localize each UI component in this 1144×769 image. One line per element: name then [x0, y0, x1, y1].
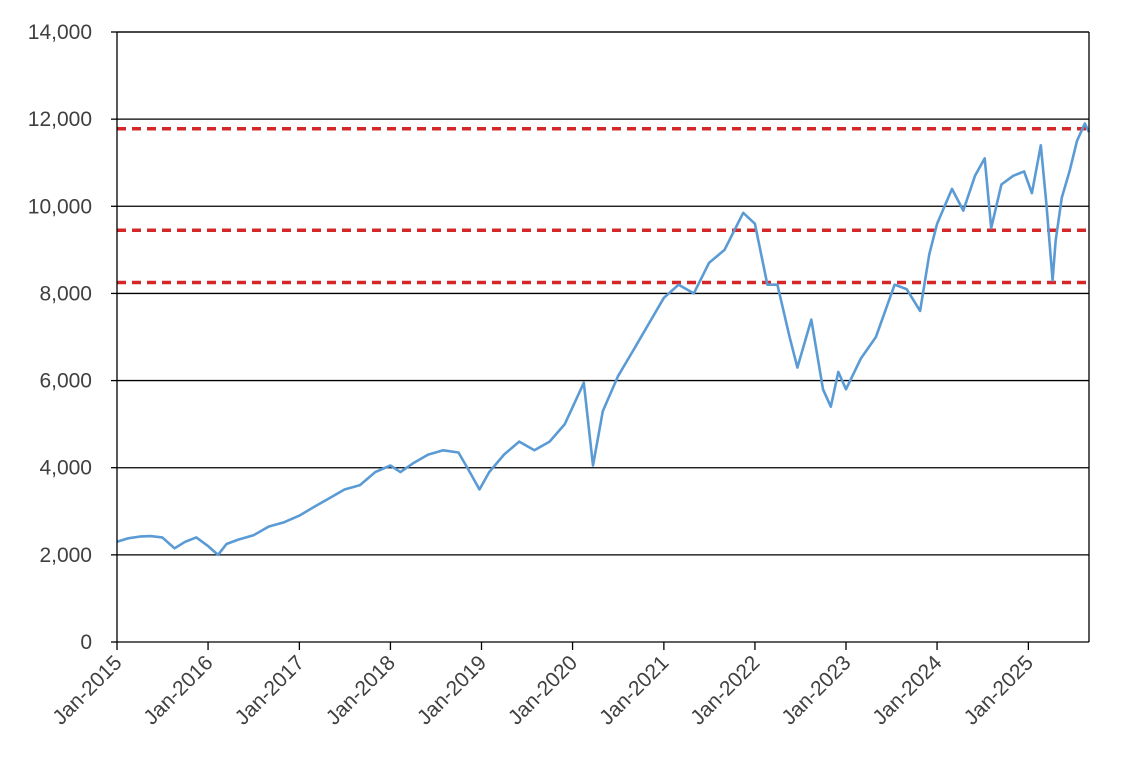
y-tick-label: 14,000 — [28, 21, 92, 44]
y-tick-label: 4,000 — [39, 457, 92, 480]
y-tick-label: 10,000 — [28, 195, 92, 218]
plot-frame — [111, 31, 1090, 650]
y-tick-label: 12,000 — [28, 108, 92, 131]
x-tick-label: Jan-2025 — [960, 651, 1038, 729]
x-tick-label: Jan-2017 — [231, 651, 309, 729]
y-tick-label: 8,000 — [39, 282, 92, 305]
x-tick-label: Jan-2016 — [139, 651, 217, 729]
x-tick-label: Jan-2019 — [413, 651, 491, 729]
x-tick-label: Jan-2015 — [48, 651, 126, 729]
y-tick-label: 0 — [80, 631, 92, 654]
y-tick-label: 2,000 — [39, 544, 92, 567]
x-tick-label: Jan-2023 — [777, 651, 855, 729]
reference-lines — [117, 126, 1089, 285]
x-tick-label: Jan-2022 — [686, 651, 764, 729]
gridlines — [117, 31, 1089, 556]
x-axis-ticks: Jan-2015 Jan-2016 Jan-2017 Jan-2018 Jan-2019… — [48, 651, 1038, 729]
x-tick-label: Jan-2021 — [595, 651, 673, 729]
x-tick-label: Jan-2024 — [868, 651, 946, 729]
y-tick-label: 6,000 — [39, 370, 92, 393]
y-axis-ticks: 0 2,000 4,000 6,000 8,000 10,000 12,000 14,000 — [28, 21, 92, 654]
series-layer — [116, 122, 1091, 557]
x-tick-label: Jan-2018 — [322, 651, 400, 729]
x-tick-label: Jan-2020 — [504, 651, 582, 729]
series-line — [116, 122, 1091, 557]
